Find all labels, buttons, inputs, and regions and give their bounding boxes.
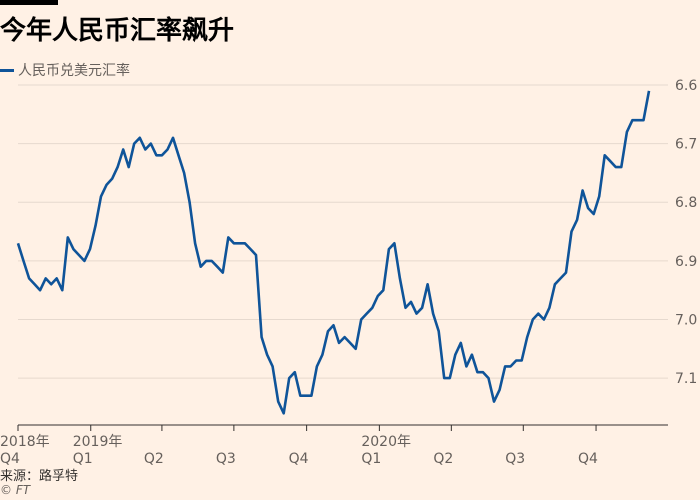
x-tick-quarter-label: Q2	[433, 451, 453, 467]
x-tick-year-label: 2019年	[73, 434, 123, 450]
y-tick-label: 6.6	[675, 78, 697, 94]
y-tick-label: 6.8	[675, 195, 697, 211]
chart-title: 今年人民币汇率飙升	[0, 16, 235, 46]
ft-credit: © FT	[0, 483, 31, 497]
x-tick-quarter-label: Q1	[73, 451, 93, 467]
x-tick-quarter-label: Q4	[0, 451, 20, 467]
x-tick-quarter-label: Q3	[216, 451, 236, 467]
y-tick-label: 6.7	[675, 137, 697, 153]
x-tick-quarter-label: Q1	[361, 451, 381, 467]
top-rule	[0, 0, 58, 5]
x-tick-year-label: 2020年	[361, 434, 411, 450]
x-tick-quarter-label: Q3	[505, 451, 525, 467]
y-axis: 6.6 6.7 6.8 6.9 7.0 7.1	[675, 78, 697, 387]
series-line	[16, 90, 651, 415]
x-tick-quarter-label: Q4	[578, 451, 598, 467]
legend-swatch	[0, 68, 14, 72]
y-tick-label: 7.0	[675, 312, 697, 328]
y-tick-label: 6.9	[675, 254, 697, 270]
x-tick-quarter-label: Q2	[144, 451, 164, 467]
y-tick-label: 7.1	[675, 371, 697, 387]
source-note: 来源：路孚特	[0, 469, 79, 484]
legend: 人民币兑美元汇率	[0, 60, 130, 80]
x-tick-quarter-label: Q4	[289, 451, 309, 467]
x-tick-year-label: 2018年	[0, 434, 50, 450]
grid	[18, 84, 668, 379]
legend-label: 人民币兑美元汇率	[18, 63, 130, 79]
series-layer	[16, 90, 651, 415]
